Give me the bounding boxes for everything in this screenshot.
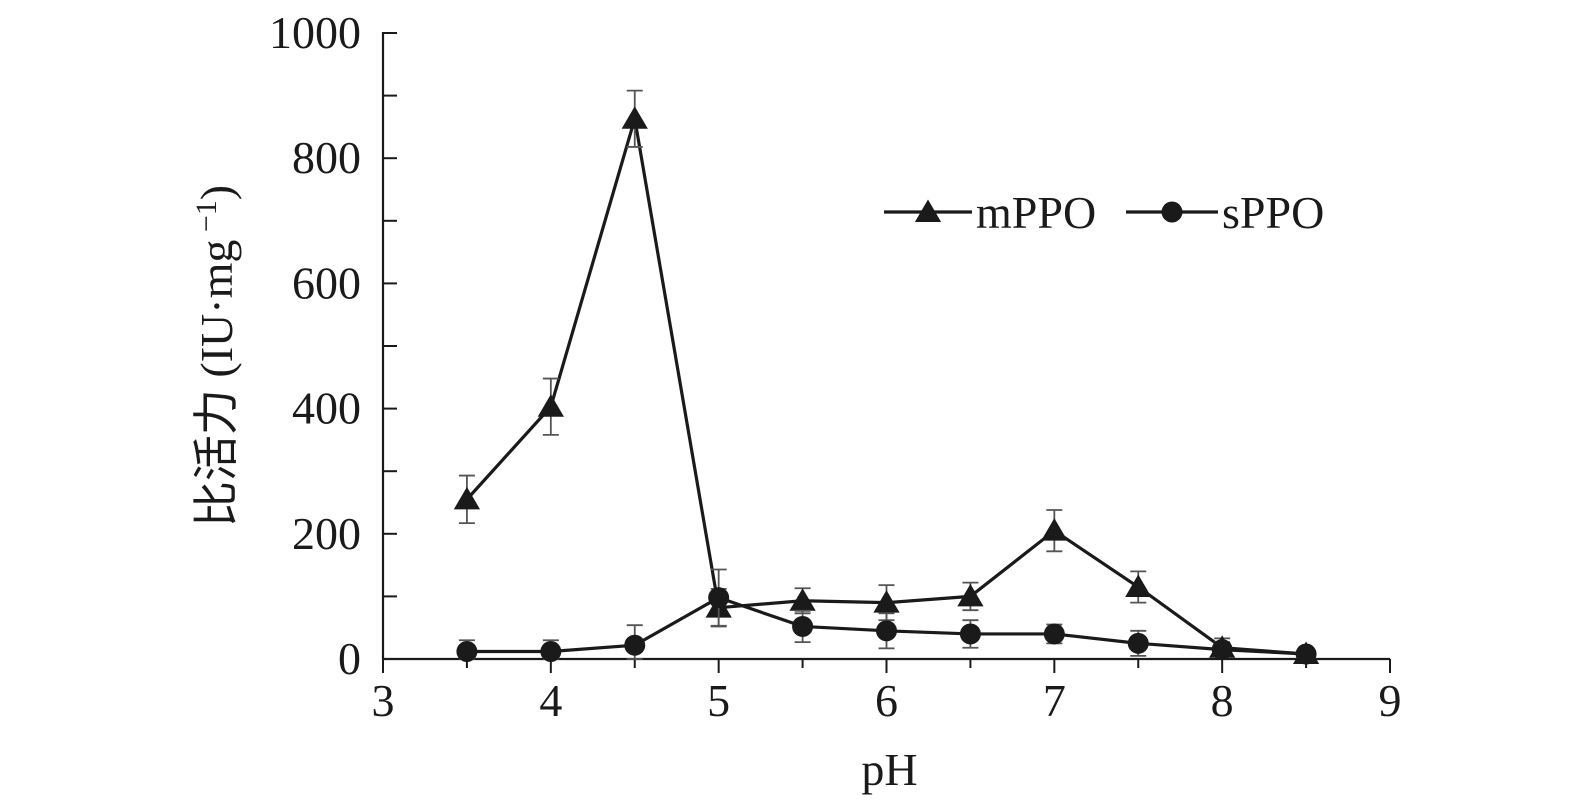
data-point-mPPO xyxy=(1041,518,1068,541)
legend-item-mPPO: mPPO xyxy=(884,187,1096,238)
data-point-sPPO xyxy=(1127,632,1149,654)
data-point-sPPO xyxy=(540,640,562,662)
data-point-mPPO xyxy=(957,583,984,607)
x-tick-label: 5 xyxy=(707,675,730,726)
y-tick-label: 200 xyxy=(292,508,361,559)
data-point-sPPO xyxy=(876,620,897,642)
data-point-mPPO xyxy=(1125,574,1152,598)
series-sPPO xyxy=(456,568,1317,665)
data-point-sPPO xyxy=(708,587,730,609)
legend-label: mPPO xyxy=(976,187,1096,238)
y-tick-label: 800 xyxy=(292,132,361,183)
y-tick-label: 400 xyxy=(292,383,361,434)
data-point-sPPO xyxy=(1295,643,1317,665)
y-tick-label: 0 xyxy=(338,633,361,684)
legend-marker xyxy=(914,199,942,222)
legend-item-sPPO: sPPO xyxy=(1126,187,1324,238)
x-tick-label: 4 xyxy=(539,675,562,726)
axis-titles: pH 比活力 (IU·mg −1) xyxy=(190,185,918,795)
series-layer xyxy=(453,89,1320,665)
x-axis-title: pH xyxy=(861,744,917,795)
data-point-sPPO xyxy=(959,623,981,645)
data-point-sPPO xyxy=(456,640,478,662)
data-point-sPPO xyxy=(1211,639,1233,661)
data-point-mPPO xyxy=(537,394,564,417)
data-point-mPPO xyxy=(621,106,648,129)
legend-label: sPPO xyxy=(1222,187,1324,238)
y-axis-title-close: ) xyxy=(191,185,242,200)
data-point-mPPO xyxy=(789,588,816,611)
y-axis-title-main: 比活力 (IU·mg xyxy=(191,240,242,527)
series-line-mPPO xyxy=(465,118,1307,656)
legend: mPPO sPPO xyxy=(884,187,1324,238)
series-mPPO xyxy=(453,89,1320,664)
axes: 0 200 400 600 800 1000 3 4 5 6 7 8 9 xyxy=(269,7,1402,726)
data-point-sPPO xyxy=(792,615,814,637)
x-tick-label: 3 xyxy=(372,675,395,726)
x-tick-label: 9 xyxy=(1379,675,1402,726)
data-point-mPPO xyxy=(873,590,900,613)
x-tick-label: 6 xyxy=(875,675,898,726)
data-point-sPPO xyxy=(1043,623,1065,645)
x-tick-label: 7 xyxy=(1043,675,1066,726)
data-point-mPPO xyxy=(453,486,481,510)
y-axis-title: 比活力 (IU·mg −1) xyxy=(190,185,242,527)
x-tick-label: 8 xyxy=(1211,675,1234,726)
y-axis-title-superscript: −1 xyxy=(190,200,223,239)
y-tick-label: 1000 xyxy=(269,7,361,58)
y-tick-label: 600 xyxy=(292,257,361,308)
legend-marker xyxy=(1161,201,1183,223)
data-point-sPPO xyxy=(624,634,646,656)
